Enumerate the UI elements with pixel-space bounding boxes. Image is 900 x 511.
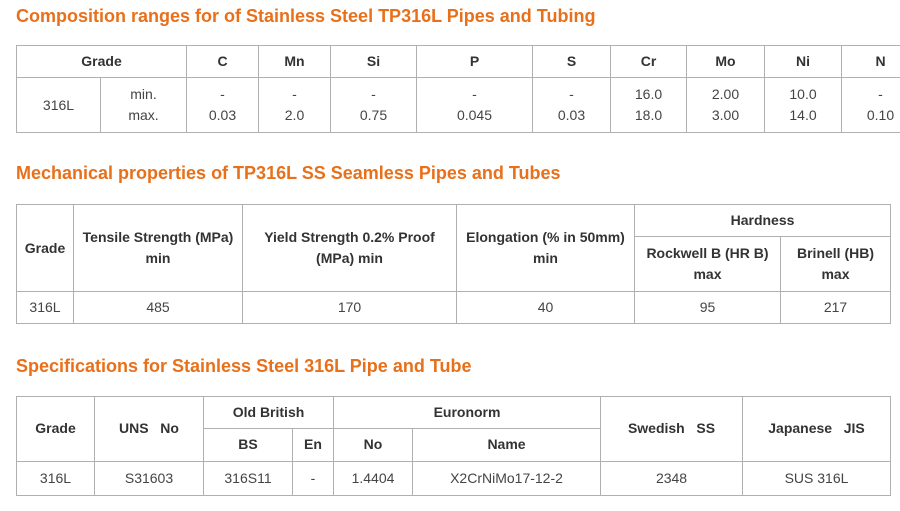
ni-value: 10.0 14.0 bbox=[764, 77, 842, 133]
cr-min: 16.0 bbox=[634, 86, 663, 102]
mech-header-elongation: Elongation (% in 50mm) min bbox=[456, 204, 635, 292]
n-min: - bbox=[878, 86, 883, 102]
mech-elongation: 40 bbox=[456, 291, 635, 324]
s-min: - bbox=[569, 86, 574, 102]
mechanical-title: Mechanical properties of TP316L SS Seaml… bbox=[16, 163, 561, 183]
spec-header-name: Name bbox=[411, 428, 602, 462]
c-max: 0.03 bbox=[208, 107, 237, 123]
si-max: 0.75 bbox=[359, 107, 388, 123]
p-min: - bbox=[472, 86, 477, 102]
s-max: 0.03 bbox=[557, 107, 586, 123]
spec-header-grade: Grade bbox=[16, 396, 95, 462]
spec-header-swedish: Swedish SS bbox=[600, 396, 744, 462]
n-max: 0.10 bbox=[866, 107, 895, 123]
c-min: - bbox=[220, 86, 225, 102]
header-n: N bbox=[841, 45, 900, 78]
header-mo: Mo bbox=[686, 45, 765, 78]
composition-table: Grade C Mn Si P S Cr Mo Ni N 316L min. m… bbox=[16, 45, 900, 133]
n-value: - 0.10 bbox=[841, 77, 900, 133]
cr-max: 18.0 bbox=[634, 107, 663, 123]
header-c: C bbox=[186, 45, 259, 78]
header-ni: Ni bbox=[764, 45, 842, 78]
mn-value: - 2.0 bbox=[258, 77, 331, 133]
ni-max: 14.0 bbox=[789, 107, 817, 123]
mech-rockwell: 95 bbox=[634, 291, 781, 324]
spec-header-en: En bbox=[292, 428, 334, 462]
specs-table: Grade UNS No Old British Euronorm Swedis… bbox=[16, 395, 892, 497]
mech-header-brinell: Brinell (HB) max bbox=[780, 236, 891, 292]
mo-min: 2.00 bbox=[711, 86, 740, 102]
spec-header-no: No bbox=[333, 428, 413, 462]
spec-uns: S31603 bbox=[94, 460, 204, 497]
composition-title: Composition ranges for of Stainless Stee… bbox=[16, 6, 596, 26]
grade-cell: 316L bbox=[16, 77, 101, 133]
spec-grade: 316L bbox=[16, 460, 95, 497]
si-min: - bbox=[371, 86, 376, 102]
cr-value: 16.0 18.0 bbox=[610, 77, 687, 133]
mn-min: - bbox=[292, 86, 297, 102]
mech-header-yield: Yield Strength 0.2% Proof (MPa) min bbox=[242, 204, 457, 292]
mo-value: 2.00 3.00 bbox=[686, 77, 765, 133]
s-value: - 0.03 bbox=[532, 77, 611, 133]
spec-swedish: 2348 bbox=[600, 460, 744, 497]
spec-bs: 316S11 bbox=[203, 460, 293, 497]
c-value: - 0.03 bbox=[186, 77, 259, 133]
spec-header-old-british: Old British bbox=[203, 395, 334, 430]
ni-min: 10.0 bbox=[789, 86, 817, 102]
spec-header-uns: UNS No bbox=[94, 396, 204, 462]
mechanical-table: Grade Tensile Strength (MPa) min Yield S… bbox=[16, 204, 891, 324]
mech-header-grade: Grade bbox=[16, 204, 74, 292]
spec-en: - bbox=[292, 460, 334, 497]
min-label: min. bbox=[130, 86, 157, 102]
spec-header-japanese: Japanese JIS bbox=[742, 396, 892, 462]
header-cr: Cr bbox=[610, 45, 687, 78]
si-value: - 0.75 bbox=[330, 77, 417, 133]
mn-max: 2.0 bbox=[284, 107, 305, 123]
row-labels: min. max. bbox=[100, 77, 187, 133]
spec-name: X2CrNiMo17-12-2 bbox=[411, 460, 602, 497]
spec-header-bs: BS bbox=[203, 428, 293, 462]
header-p: P bbox=[416, 45, 533, 78]
p-max: 0.045 bbox=[456, 107, 493, 123]
spec-header-euronorm: Euronorm bbox=[332, 395, 602, 430]
mech-header-hardness: Hardness bbox=[634, 204, 891, 237]
mech-brinell: 217 bbox=[780, 291, 891, 324]
mech-grade: 316L bbox=[16, 291, 74, 324]
p-value: - 0.045 bbox=[416, 77, 533, 133]
header-si: Si bbox=[330, 45, 417, 78]
mo-max: 3.00 bbox=[711, 107, 740, 123]
header-s: S bbox=[532, 45, 611, 78]
header-mn: Mn bbox=[258, 45, 331, 78]
spec-japanese: SUS 316L bbox=[742, 460, 892, 497]
mech-header-rockwell: Rockwell B (HR B) max bbox=[634, 236, 781, 292]
max-label: max. bbox=[128, 107, 159, 123]
mech-tensile: 485 bbox=[73, 291, 243, 324]
specs-title: Specifications for Stainless Steel 316L … bbox=[16, 356, 472, 376]
spec-no: 1.4404 bbox=[333, 460, 413, 497]
mech-header-tensile: Tensile Strength (MPa) min bbox=[73, 204, 243, 292]
mech-yield: 170 bbox=[242, 291, 457, 324]
header-grade: Grade bbox=[16, 45, 187, 78]
